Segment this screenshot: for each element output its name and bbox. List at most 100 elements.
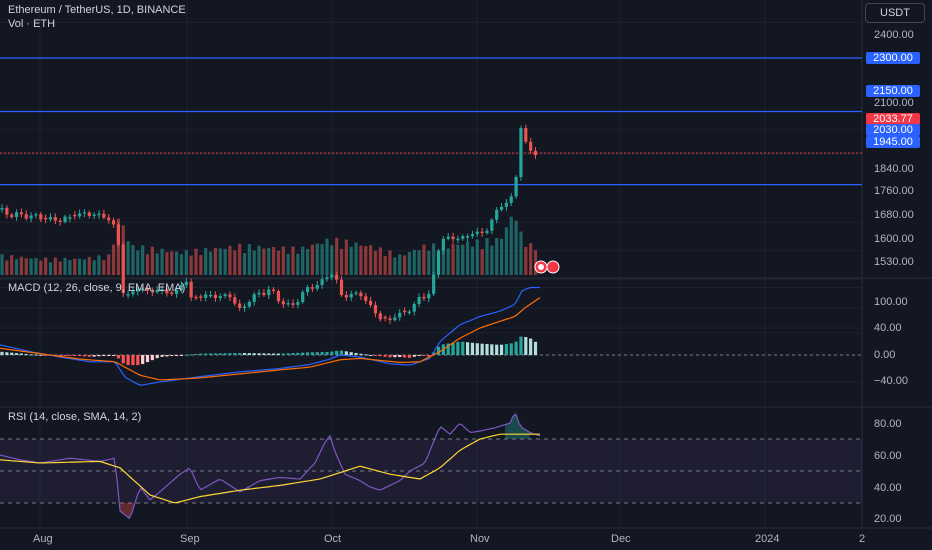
macd-histogram-bar bbox=[499, 344, 504, 355]
macd-histogram-bar bbox=[402, 355, 407, 358]
macd-histogram-bar bbox=[305, 352, 310, 355]
x-tick-aug: Aug bbox=[33, 533, 53, 545]
price-tick: 1680.00 bbox=[874, 209, 914, 221]
macd-histogram-bar bbox=[432, 352, 436, 355]
volume-bar bbox=[233, 250, 237, 275]
level-badge[interactable]: 2030.00 bbox=[866, 124, 920, 136]
volume-bar bbox=[10, 255, 14, 275]
volume-bar bbox=[58, 261, 62, 275]
volume-bar bbox=[393, 257, 397, 275]
macd-histogram-bar bbox=[504, 344, 508, 355]
candle-body bbox=[267, 289, 271, 296]
volume-bar bbox=[407, 251, 411, 275]
macd-histogram-bar bbox=[19, 353, 23, 355]
volume-bar bbox=[160, 248, 164, 275]
x-tick-nov: Nov bbox=[470, 533, 490, 545]
candle-body bbox=[160, 289, 164, 291]
macd-histogram-bar bbox=[160, 355, 164, 357]
candle-body bbox=[461, 236, 465, 239]
event-markers[interactable] bbox=[534, 260, 560, 274]
candle-body bbox=[78, 213, 82, 217]
macd-histogram-bar bbox=[179, 355, 184, 356]
macd-histogram-bar bbox=[194, 353, 198, 355]
macd-histogram-bar bbox=[330, 351, 334, 355]
macd-histogram-bar bbox=[325, 351, 329, 355]
rsi-overbought-fill bbox=[505, 411, 530, 439]
volume-bar bbox=[53, 257, 57, 275]
volume-bar bbox=[349, 246, 353, 275]
volume-bar bbox=[272, 247, 276, 275]
volume-bar bbox=[286, 253, 290, 275]
volume-bar bbox=[330, 245, 334, 275]
macd-histogram-bar bbox=[407, 355, 411, 358]
candle-body bbox=[257, 292, 261, 295]
macd-histogram-bar bbox=[519, 336, 523, 355]
candle-body bbox=[427, 293, 431, 299]
rsi-tick: 80.00 bbox=[874, 418, 902, 430]
horizontal-level-lines[interactable] bbox=[0, 57, 862, 186]
candle-body bbox=[354, 292, 358, 294]
candle-body bbox=[175, 289, 179, 294]
macd-histogram-bar bbox=[247, 353, 251, 355]
candle-body bbox=[325, 277, 329, 280]
price-tick: 2400.00 bbox=[874, 29, 914, 41]
volume-bar bbox=[267, 247, 271, 275]
volume-bar bbox=[364, 246, 368, 275]
volume-bar bbox=[529, 243, 533, 275]
macd-histogram-bar bbox=[369, 354, 373, 356]
candle-body bbox=[402, 310, 407, 313]
macd-tick: 0.00 bbox=[874, 349, 896, 361]
volume-bar bbox=[281, 246, 285, 275]
candle-body bbox=[24, 214, 28, 219]
macd-histogram-bar bbox=[310, 352, 314, 355]
macd-histogram-bar bbox=[155, 355, 159, 359]
macd-histogram-bar bbox=[470, 342, 475, 355]
candle-body bbox=[87, 212, 91, 216]
candle-body bbox=[388, 318, 392, 321]
volume-bar bbox=[524, 246, 528, 275]
candle-body bbox=[364, 296, 368, 301]
volume-bar bbox=[218, 248, 222, 275]
macd-histogram-bar bbox=[141, 355, 145, 365]
volume-bar bbox=[155, 253, 159, 275]
level-badge[interactable]: 1945.00 bbox=[866, 136, 920, 148]
volume-bar bbox=[24, 258, 28, 275]
macd-histogram-bar bbox=[199, 353, 203, 355]
candle-body bbox=[53, 217, 57, 221]
candle-body bbox=[145, 288, 150, 291]
volume-bar bbox=[48, 262, 53, 275]
candle-body bbox=[150, 290, 154, 293]
volume-bars bbox=[0, 216, 538, 275]
macd-histogram-bar bbox=[58, 355, 62, 356]
macd-histogram-bar bbox=[398, 355, 402, 358]
volume-bar bbox=[398, 254, 402, 275]
macd-histogram-bar bbox=[165, 355, 169, 357]
macd-histogram-bar bbox=[296, 352, 300, 355]
volume-bar bbox=[126, 241, 130, 275]
currency-button[interactable]: USDT bbox=[865, 3, 925, 23]
volume-bar bbox=[519, 231, 523, 275]
volume-bar bbox=[213, 247, 217, 275]
volume-bar bbox=[242, 253, 247, 275]
price-tick: 1530.00 bbox=[874, 256, 914, 268]
level-badge[interactable]: 2150.00 bbox=[866, 85, 920, 97]
volume-bar bbox=[315, 243, 319, 275]
candle-body bbox=[504, 202, 508, 207]
volume-bar bbox=[175, 251, 179, 275]
candle-body bbox=[305, 287, 310, 293]
volume-bar bbox=[247, 244, 251, 275]
volume-bar bbox=[276, 250, 281, 275]
volume-bar bbox=[412, 249, 416, 275]
candle-body bbox=[29, 215, 33, 219]
macd-histogram-bar bbox=[514, 341, 518, 355]
macd-histogram-bar bbox=[10, 352, 14, 355]
volume-bar bbox=[422, 244, 426, 275]
symbol-title[interactable]: Ethereum / TetherUS, 1D, BINANCE bbox=[8, 4, 186, 16]
volume-bar bbox=[116, 218, 120, 275]
level-badge[interactable]: 2300.00 bbox=[866, 52, 920, 64]
candle-body bbox=[320, 279, 324, 285]
macd-histogram-bar bbox=[131, 355, 135, 366]
volume-bar bbox=[305, 249, 310, 275]
macd-histogram-bar bbox=[388, 355, 392, 358]
